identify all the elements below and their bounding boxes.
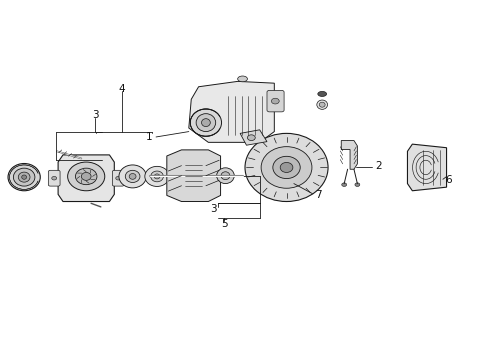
Ellipse shape	[317, 100, 328, 109]
Text: 4: 4	[119, 84, 125, 94]
Ellipse shape	[196, 114, 216, 132]
Ellipse shape	[125, 170, 140, 183]
Ellipse shape	[145, 166, 169, 186]
FancyBboxPatch shape	[49, 170, 60, 186]
Ellipse shape	[238, 76, 247, 82]
Ellipse shape	[217, 168, 234, 184]
Polygon shape	[167, 150, 220, 202]
Ellipse shape	[68, 162, 105, 191]
Ellipse shape	[190, 109, 221, 136]
Ellipse shape	[245, 134, 328, 202]
Ellipse shape	[8, 163, 40, 191]
Ellipse shape	[342, 183, 346, 186]
Ellipse shape	[273, 156, 300, 179]
Ellipse shape	[319, 102, 325, 107]
Ellipse shape	[221, 172, 230, 180]
Ellipse shape	[52, 176, 57, 180]
Text: 2: 2	[375, 161, 382, 171]
Ellipse shape	[22, 175, 26, 179]
Ellipse shape	[355, 183, 360, 186]
Ellipse shape	[119, 165, 147, 188]
Polygon shape	[408, 144, 446, 191]
Text: 1: 1	[146, 132, 152, 142]
Ellipse shape	[271, 98, 279, 104]
Ellipse shape	[154, 174, 160, 179]
Ellipse shape	[280, 162, 293, 172]
Ellipse shape	[129, 174, 136, 179]
Text: 3: 3	[210, 204, 217, 214]
Polygon shape	[189, 81, 274, 142]
Ellipse shape	[318, 91, 327, 96]
Ellipse shape	[201, 119, 210, 127]
Ellipse shape	[81, 172, 91, 180]
Ellipse shape	[247, 135, 255, 140]
Ellipse shape	[116, 176, 121, 180]
Ellipse shape	[18, 172, 30, 182]
Ellipse shape	[261, 147, 312, 188]
Text: 3: 3	[92, 111, 99, 121]
Polygon shape	[240, 130, 267, 145]
FancyBboxPatch shape	[112, 170, 124, 186]
Text: 7: 7	[315, 190, 321, 200]
Ellipse shape	[75, 168, 97, 185]
Polygon shape	[341, 140, 357, 169]
Ellipse shape	[13, 168, 35, 186]
Text: 5: 5	[221, 219, 228, 229]
Polygon shape	[58, 155, 114, 202]
Text: 6: 6	[445, 175, 452, 185]
Ellipse shape	[151, 171, 163, 182]
FancyBboxPatch shape	[267, 90, 284, 112]
